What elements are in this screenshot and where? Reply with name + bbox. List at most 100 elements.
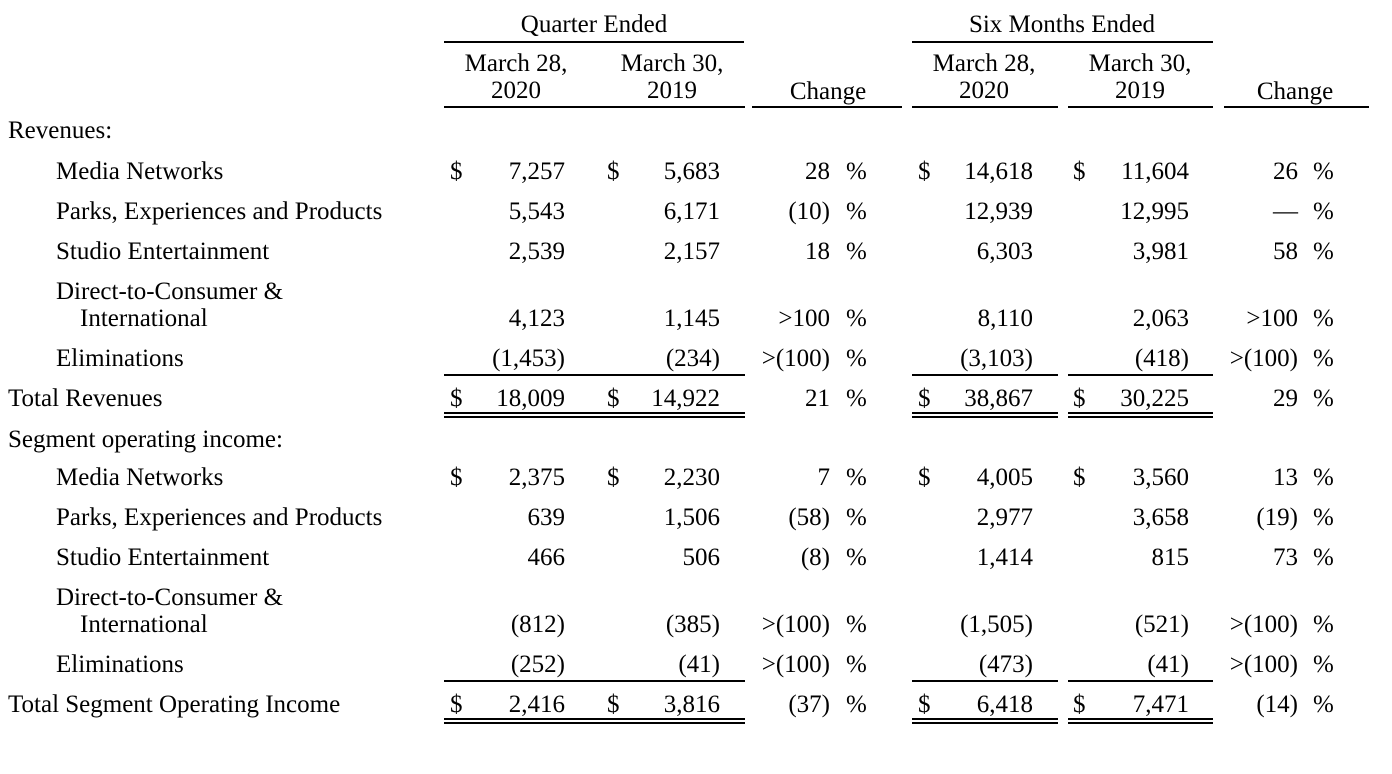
column-header-s_2020-year: 2020 <box>959 77 1009 104</box>
percent-sign: % <box>1313 198 1334 225</box>
revenues-value-q2020: 7,257 <box>508 158 565 185</box>
column-header-rule-q1 <box>444 106 744 108</box>
percent-sign: % <box>1313 504 1334 531</box>
percent-sign: % <box>846 158 867 185</box>
revenues-change-quarter: 28 <box>805 158 830 185</box>
dollar-sign: $ <box>918 158 931 185</box>
segment-value-q2020: 466 <box>527 544 566 571</box>
dollar-sign: $ <box>450 464 463 491</box>
revenues-row-label: Media Networks <box>56 158 224 185</box>
revenues-total-change-six-months: 29 <box>1273 385 1298 412</box>
segment-change-six-months: >(100) <box>1229 651 1298 678</box>
segment-value-q2020: (812) <box>510 611 565 638</box>
dollar-sign: $ <box>450 691 463 718</box>
segment-value-s2020: (1,505) <box>960 611 1033 638</box>
revenues-change-quarter: 18 <box>805 238 830 265</box>
revenues-value-q2019: 1,145 <box>663 305 720 332</box>
segment-value-s2019: (41) <box>1147 651 1189 678</box>
segment-subtotal-rule <box>912 680 1058 682</box>
six-months-ended-rule <box>912 41 1213 43</box>
segment-change-six-months: 13 <box>1273 464 1298 491</box>
revenues-total-s2019: 30,225 <box>1120 385 1189 412</box>
column-header-s_2019-year: 2019 <box>1115 77 1165 104</box>
revenues-value-q2020: 2,539 <box>508 238 565 265</box>
percent-sign: % <box>1313 464 1334 491</box>
segment-value-s2020: (473) <box>978 651 1033 678</box>
segment-row-label-cont: International <box>80 611 208 638</box>
revenues-subtotal-rule <box>600 374 745 376</box>
revenues-row-label-cont: International <box>80 305 208 332</box>
revenues-value-q2019: 6,171 <box>663 198 720 225</box>
quarter-ended-heading: Quarter Ended <box>520 11 668 38</box>
revenues-value-s2020: 12,939 <box>964 198 1033 225</box>
segment-value-s2019: (521) <box>1134 611 1189 638</box>
revenues-change-six-months: >100 <box>1246 305 1298 332</box>
segment-total-double-rule <box>1068 718 1213 724</box>
revenues-change-six-months: — <box>1273 198 1298 225</box>
percent-sign: % <box>846 611 867 638</box>
segment-value-q2019: 2,230 <box>663 464 720 491</box>
segment-row-label: Media Networks <box>56 464 224 491</box>
revenues-value-q2020: (1,453) <box>492 345 565 372</box>
revenues-total-change-quarter: 21 <box>805 385 830 412</box>
segment-value-q2019: 506 <box>682 544 721 571</box>
column-header-rule-s1 <box>912 106 1058 108</box>
segment-value-s2020: 2,977 <box>976 504 1033 531</box>
segment-total-label: Total Segment Operating Income <box>8 691 341 718</box>
revenues-change-six-months: >(100) <box>1229 345 1298 372</box>
dollar-sign: $ <box>1073 385 1086 412</box>
dollar-sign: $ <box>607 691 620 718</box>
revenues-value-q2019: 5,683 <box>663 158 720 185</box>
dollar-sign: $ <box>607 158 620 185</box>
column-header-q_2019-year: 2019 <box>647 77 697 104</box>
segment-row-label: Direct-to-Consumer & <box>56 584 284 611</box>
revenues-section-label: Revenues: <box>8 117 113 144</box>
segment-value-q2019: (41) <box>678 651 720 678</box>
segment-value-q2019: 1,506 <box>663 504 720 531</box>
revenues-value-q2019: (234) <box>665 345 720 372</box>
revenues-total-double-rule <box>444 412 744 418</box>
percent-sign: % <box>846 198 867 225</box>
percent-sign: % <box>1313 345 1334 372</box>
revenues-change-quarter: (10) <box>788 198 830 225</box>
dollar-sign: $ <box>918 464 931 491</box>
segment-section-label: Segment operating income: <box>8 426 283 453</box>
percent-sign: % <box>846 504 867 531</box>
percent-sign: % <box>846 464 867 491</box>
revenues-row-label: Parks, Experiences and Products <box>56 198 383 225</box>
revenues-row-label: Eliminations <box>56 345 184 372</box>
segment-total-double-rule <box>600 718 745 724</box>
segment-value-q2020: 2,375 <box>508 464 565 491</box>
percent-sign: % <box>1313 651 1334 678</box>
segment-change-six-months: (19) <box>1256 504 1298 531</box>
percent-sign: % <box>1313 305 1334 332</box>
segment-subtotal-rule <box>444 680 744 682</box>
segment-row-label: Studio Entertainment <box>56 544 270 571</box>
percent-sign: % <box>846 544 867 571</box>
revenues-subtotal-rule <box>444 374 744 376</box>
column-header-rule-sc <box>1224 106 1369 108</box>
segment-total-q2019: 3,816 <box>663 691 720 718</box>
column-header-q_2019-date: March 30, <box>620 50 724 77</box>
segment-total-s2019: 7,471 <box>1132 691 1189 718</box>
segment-change-quarter: (8) <box>800 544 830 571</box>
column-header-q_2020-date: March 28, <box>464 50 568 77</box>
dollar-sign: $ <box>1073 464 1086 491</box>
revenues-change-quarter: >100 <box>778 305 830 332</box>
revenues-value-s2020: (3,103) <box>960 345 1033 372</box>
revenues-value-s2020: 6,303 <box>976 238 1033 265</box>
percent-sign: % <box>1313 238 1334 265</box>
segment-change-quarter: 7 <box>817 464 831 491</box>
revenues-value-q2020: 4,123 <box>508 305 565 332</box>
column-header-rule-q2 <box>600 106 745 108</box>
column-header-quarter-change: Change <box>789 78 867 105</box>
revenues-change-six-months: 58 <box>1273 238 1298 265</box>
quarter-ended-rule <box>444 41 744 43</box>
percent-sign: % <box>846 691 867 718</box>
segment-value-s2019: 3,658 <box>1132 504 1189 531</box>
segment-change-quarter: >(100) <box>761 611 830 638</box>
revenues-row-label: Direct-to-Consumer & <box>56 278 284 305</box>
percent-sign: % <box>1313 385 1334 412</box>
segment-subtotal-rule <box>1068 680 1213 682</box>
segment-total-change-six-months: (14) <box>1256 691 1298 718</box>
